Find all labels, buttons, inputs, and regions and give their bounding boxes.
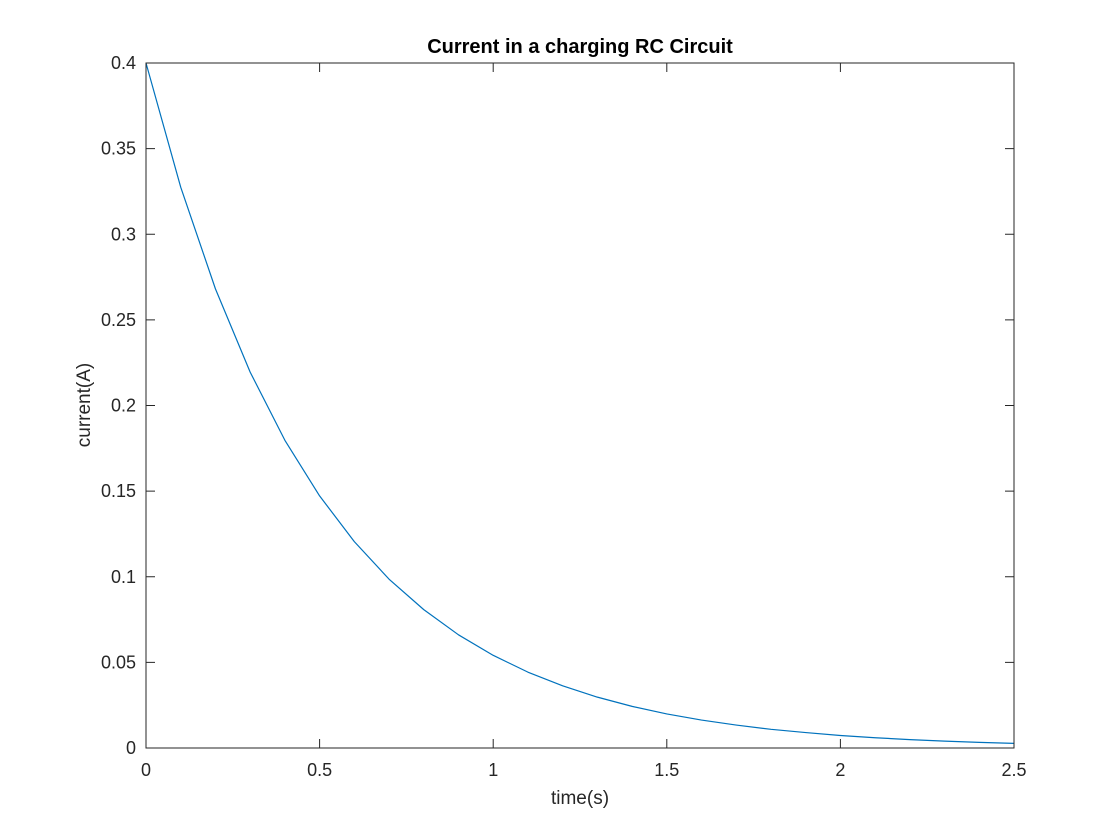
series-line [145,62,1015,744]
y-tick-label: 0.3 [111,224,136,244]
x-tick-label: 1.5 [654,760,679,780]
chart-title: Current in a charging RC Circuit [427,36,733,58]
x-axis-label: time(s) [551,788,609,809]
plot-background [146,63,1014,748]
y-axis-ticks: 0 0.05 0.1 0.15 0.2 0.25 0.3 0.35 0.4 [101,53,1014,758]
x-tick-label: 2 [835,760,845,780]
y-axis-label: current(A) [74,363,95,447]
x-tick-label: 0 [141,760,151,780]
plot-frame [145,62,1015,749]
y-tick-label: 0.2 [111,396,136,416]
y-tick-label: 0.25 [101,310,136,330]
x-tick-label: 2.5 [1001,760,1026,780]
y-tick-label: 0.1 [111,567,136,587]
x-axis-ticks: 0 0.5 1 1.5 2 2.5 [141,63,1027,780]
y-tick-label: 0.35 [101,139,136,159]
x-tick-label: 0.5 [307,760,332,780]
y-tick-label: 0.05 [101,652,136,672]
x-tick-label: 1 [488,760,498,780]
y-tick-label: 0.15 [101,481,136,501]
series-layer [145,62,1015,744]
y-tick-label: 0.4 [111,53,136,73]
y-tick-label: 0 [126,738,136,758]
